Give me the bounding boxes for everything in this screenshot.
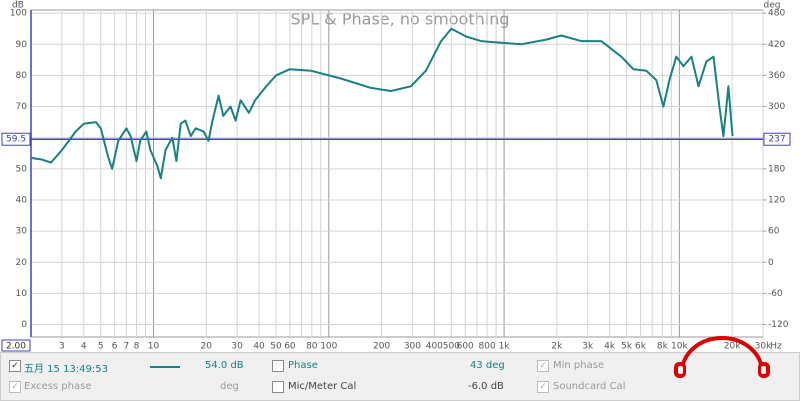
checkbox[interactable] [272,381,284,393]
checkbox[interactable]: ✓ [9,381,21,393]
y2-tick-label: 300 [768,102,785,112]
y2-tick-label: -60 [768,289,783,299]
y2-axis-label: deg [764,1,781,11]
x-tick-label: 3k [582,342,594,352]
grid [30,10,764,337]
y2-tick-label: 60 [768,227,780,237]
x-tick-label: 50 [270,342,282,352]
spl-line [30,27,734,180]
y-tick-label: 100 [10,9,27,19]
excess-phase-label: Excess phase [24,381,92,392]
soundcard-cal-label: Soundcard Cal [553,381,626,392]
checkbox[interactable]: ✓ [537,360,549,372]
x-tick-label: 5k [621,342,633,352]
y-tick-label: 0 [21,320,27,330]
x-tick-label: 10 [148,342,160,352]
y2-tick-label: 360 [768,71,785,81]
x-tick-label: 80 [306,342,318,352]
mic-cal-value: -6.0 dB [468,381,504,392]
y2-tick-label: 0 [768,258,774,268]
chart-title: SPL & Phase, no smoothing [291,10,510,29]
x-tick-label: 30 [231,342,243,352]
mic-cal-label: Mic/Meter Cal [288,381,357,392]
measurement-name: 五月 15 13:49:53 [24,364,108,375]
y2-tick-label: 480 [768,9,785,19]
cursor-box [1,132,31,146]
x-tick-label: 300 [404,342,421,352]
x-tick-label: 4 [81,342,87,352]
y-tick-label: 80 [16,71,28,81]
chart: SPL & Phase, no smoothing dB deg Hz 2.00… [1,1,791,352]
x-tick-label: 400 [426,342,443,352]
checkbox[interactable] [272,360,284,372]
x-tick-label: 40 [253,342,265,352]
phase-value: 43 deg [470,360,505,371]
x-tick-label: 2k [551,342,563,352]
x-tick-label: 20 [201,342,213,352]
y-tick-label: 40 [16,195,28,205]
checkbox[interactable]: ✓ [537,381,549,393]
legend-swatch [150,366,180,368]
y2-tick-label: 420 [768,40,785,50]
x-tick-label: 5 [98,342,104,352]
x-tick-label: 100 [320,342,337,352]
y-tick-label: 50 [16,164,28,174]
y-tick-label: 20 [16,258,28,268]
x-start-box [1,339,31,352]
x-tick-label: 30k [755,342,772,352]
x-tick-label: 6k [635,342,647,352]
x-tick-label: 600 [457,342,474,352]
x-tick-label: 200 [373,342,390,352]
x-tick-label: 20k [724,342,741,352]
y2-tick-label: 180 [768,164,785,174]
x-tick-label: 60 [284,342,296,352]
y-tick-label: 70 [16,102,28,112]
cursor-label: 59.5 [6,135,26,145]
x-tick-label: 4k [604,342,616,352]
excess-unit: deg [220,381,239,392]
x-tick-label: 3 [59,342,65,352]
x-axis-label: Hz [770,342,782,352]
y2-tick-label: 120 [768,195,785,205]
cursor-box [763,132,791,146]
spl-value: 54.0 dB [205,360,244,371]
phase-label: Phase [288,360,318,371]
plot-area [30,9,764,338]
y-tick-label: 90 [16,40,28,50]
x-tick-label: 6 [112,342,118,352]
x-tick-label: 800 [479,342,496,352]
x-tick-label: 10k [671,342,688,352]
x-tick-label: 8 [134,342,140,352]
y-axis-label: dB [12,1,24,11]
x-tick-label: 2.00 [6,342,26,352]
y-tick-label: 10 [16,289,28,299]
x-tick-label: 1k [499,342,511,352]
y-tick-label: 30 [16,227,28,237]
min-phase-label: Min phase [553,360,605,371]
x-tick-label: 500 [443,342,460,352]
y2-tick-label: -120 [768,320,789,330]
control-panel [0,352,800,401]
x-tick-label: 8k [657,342,669,352]
checkbox[interactable]: ✓ [9,360,21,372]
x-tick-label: 7 [123,342,129,352]
cursor-label: 237 [768,135,785,145]
